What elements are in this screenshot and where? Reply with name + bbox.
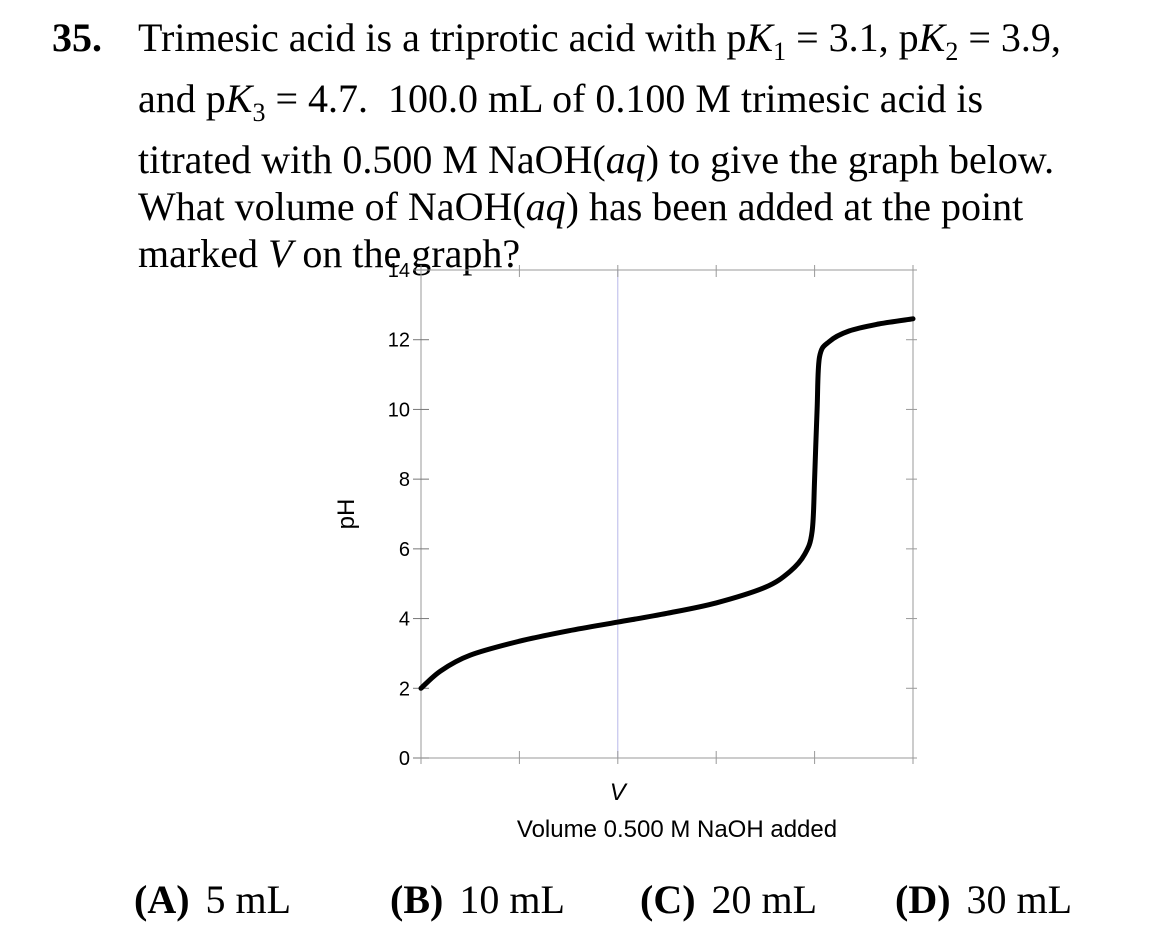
choice-value: 30 mL xyxy=(966,877,1073,922)
y-tick-label: 14 xyxy=(388,260,410,282)
y-tick-label: 0 xyxy=(399,748,410,770)
text-run: on the graph? xyxy=(292,231,521,276)
choice-value: 10 mL xyxy=(459,877,565,922)
text-run: titrated with 0.500 M NaOH( xyxy=(138,137,606,182)
text-run-italic: aq xyxy=(525,184,566,229)
text-run: ) to give the graph below. xyxy=(645,137,1055,182)
choice-value: 5 mL xyxy=(205,877,292,922)
y-tick-label: 4 xyxy=(399,609,410,631)
choice-label: (A) xyxy=(134,877,190,922)
question-number: 35. xyxy=(52,15,102,60)
y-tick-label: 10 xyxy=(388,399,410,421)
y-tick-label: 12 xyxy=(388,330,410,352)
y-tick-label: 2 xyxy=(399,678,410,700)
subscript: 3 xyxy=(252,98,266,127)
question-line: titrated with 0.500 M NaOH(aq) to give t… xyxy=(138,136,1128,183)
text-run-italic: aq xyxy=(605,137,646,182)
subscript: 2 xyxy=(945,37,959,66)
question-line: What volume of NaOH(aq) has been added a… xyxy=(138,183,1128,230)
text-run: = 3.1, p xyxy=(786,15,919,60)
y-tick-label: 6 xyxy=(399,539,410,561)
choice-d[interactable]: (D) 30 mL xyxy=(895,876,1072,923)
text-run-italic: V xyxy=(267,231,293,276)
choice-a[interactable]: (A) 5 mL xyxy=(134,876,291,923)
choice-label: (D) xyxy=(895,877,951,922)
choice-label: (C) xyxy=(640,877,696,922)
question-text: Trimesic acid is a triprotic acid with p… xyxy=(138,14,1128,277)
plot-frame xyxy=(420,269,914,759)
text-run: and p xyxy=(138,76,226,121)
question-line: and pK3 = 4.7. 100.0 mL of 0.100 M trime… xyxy=(138,75,1128,136)
text-run: marked xyxy=(138,231,268,276)
text-run-italic: K xyxy=(918,15,946,60)
choice-value: 20 mL xyxy=(711,877,818,922)
text-run-italic: K xyxy=(225,76,253,121)
text-run-italic: K xyxy=(746,15,774,60)
question-line: marked V on the graph? xyxy=(138,230,1128,277)
answer-choices: (A) 5 mL (B) 10 mL (C) 20 mL (D) 30 mL xyxy=(0,876,1155,926)
text-run: Trimesic acid is a triprotic acid with p xyxy=(138,15,747,60)
y-tick-label: 8 xyxy=(399,469,410,491)
text-run: ) has been added at the point xyxy=(565,184,1024,229)
choice-c[interactable]: (C) 20 mL xyxy=(640,876,817,923)
choice-label: (B) xyxy=(390,877,444,922)
x-axis-label: Volume 0.500 M NaOH added xyxy=(517,816,837,843)
text-run: What volume of NaOH( xyxy=(138,184,526,229)
v-marker-label: V xyxy=(610,779,628,806)
y-axis-label: pH xyxy=(333,499,360,530)
titration-curve xyxy=(418,316,916,691)
subscript: 1 xyxy=(773,37,787,66)
choice-b[interactable]: (B) 10 mL xyxy=(390,876,565,923)
text-run: = 4.7. 100.0 mL of 0.100 M trimesic acid… xyxy=(265,76,984,121)
text-run: = 3.9, xyxy=(958,15,1061,60)
question-line: Trimesic acid is a triprotic acid with p… xyxy=(138,14,1128,75)
